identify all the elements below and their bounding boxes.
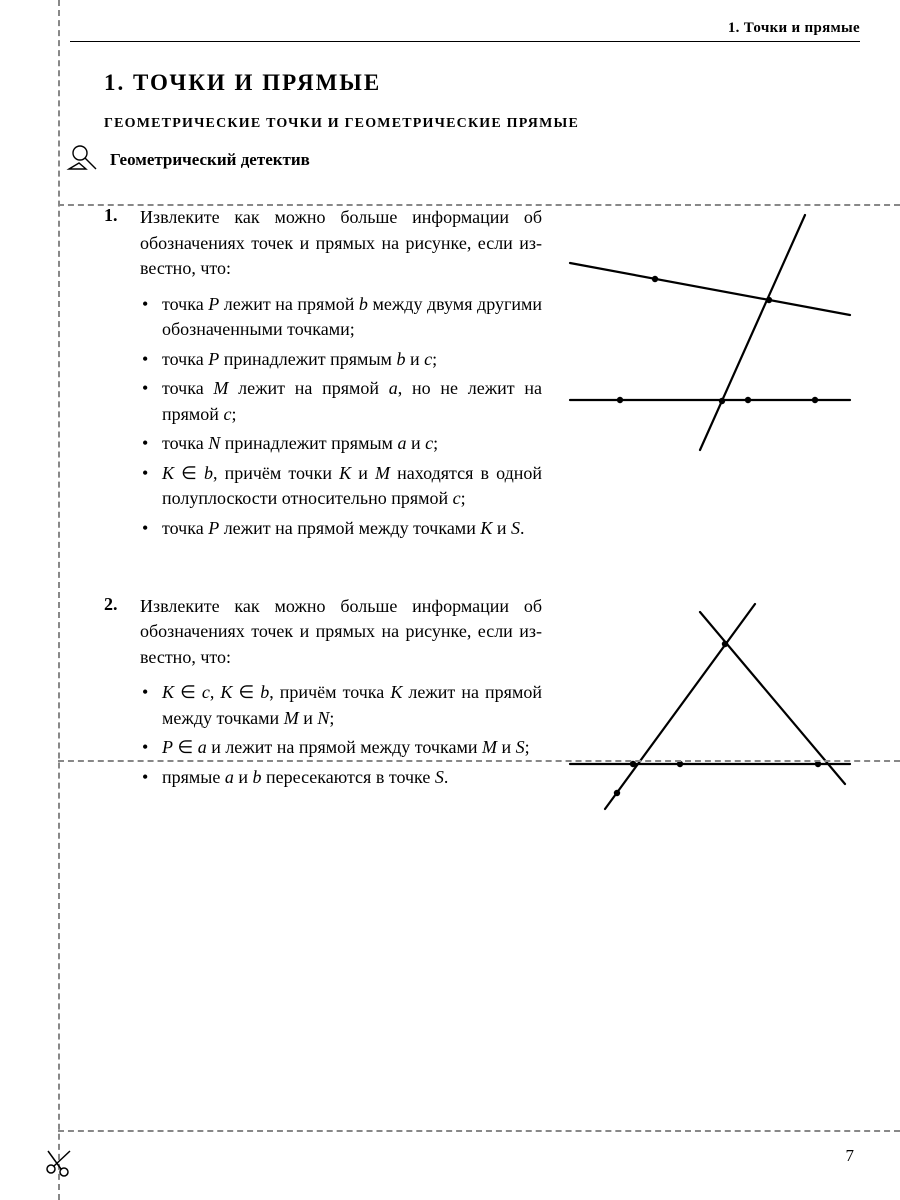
geometry-diagram-1 — [560, 205, 860, 465]
problem-2: 2. Извлеките как можно больше ин­формаци… — [104, 594, 860, 824]
problem-body: Извлеките как можно больше ин­формации о… — [140, 594, 860, 824]
dash-rule-mid — [58, 760, 900, 762]
bullet-list: точка P лежит на прямой b между двумя др… — [140, 292, 542, 542]
problem-number: 1. — [104, 205, 126, 546]
problem-body: Извлеките как можно больше ин­формации о… — [140, 205, 860, 546]
magnifier-icon — [66, 142, 102, 177]
geometry-diagram-2 — [560, 594, 860, 824]
bullet-item: K ∈ c, K ∈ b, причём точка K ле­жит на п… — [162, 680, 542, 731]
dash-rule-top — [58, 204, 900, 206]
section-subhead: ГЕОМЕТРИЧЕСКИЕ ТОЧКИ И ГЕОМЕТРИЧЕСКИЕ ПР… — [104, 116, 860, 132]
page: 1. Точки и прямые 1. ТОЧКИ И ПРЯМЫЕ ГЕОМ… — [0, 0, 900, 1200]
bullet-item: P ∈ a и лежит на прямой меж­ду точками M… — [162, 735, 542, 761]
running-head: 1. Точки и прямые — [70, 20, 860, 42]
dash-rule-bottom — [58, 1130, 900, 1132]
problem-intro: Извлеките как можно больше ин­формации о… — [140, 594, 542, 671]
problem-figure — [560, 594, 860, 824]
content-area: 1. ТОЧКИ И ПРЯМЫЕ ГЕОМЕТРИЧЕСКИЕ ТОЧКИ И… — [70, 70, 860, 824]
left-cut-line — [58, 0, 60, 1200]
bullet-item: точка P лежит на прямой меж­ду точками K… — [162, 516, 542, 542]
problem-intro: Извлеките как можно больше ин­формации о… — [140, 205, 542, 282]
bullet-item: точка M лежит на прямой a, но не лежит н… — [162, 376, 542, 427]
problem-number: 2. — [104, 594, 126, 824]
bullet-item: прямые a и b пересекаются в точке S. — [162, 765, 542, 791]
problem-1: 1. Извлеките как можно больше ин­формаци… — [104, 205, 860, 546]
detective-label: Геометрический детектив — [110, 150, 310, 170]
scissors-icon — [44, 1147, 74, 1182]
bullet-item: точка P принадлежит прямым b и c; — [162, 347, 542, 373]
problem-figure — [560, 205, 860, 546]
problem-text-column: Извлеките как можно больше ин­формации о… — [140, 205, 542, 546]
bullet-list: K ∈ c, K ∈ b, причём точка K ле­жит на п… — [140, 680, 542, 790]
detective-row: Геометрический детектив — [66, 142, 860, 177]
bullet-item: K ∈ b, причём точки K и M на­ходятся в о… — [162, 461, 542, 512]
page-number: 7 — [846, 1146, 855, 1166]
chapter-title: 1. ТОЧКИ И ПРЯМЫЕ — [104, 70, 860, 96]
bullet-item: точка N принадлежит прямым a и c; — [162, 431, 542, 457]
bullet-item: точка P лежит на прямой b между двумя др… — [162, 292, 542, 343]
problem-text-column: Извлеките как можно больше ин­формации о… — [140, 594, 542, 824]
